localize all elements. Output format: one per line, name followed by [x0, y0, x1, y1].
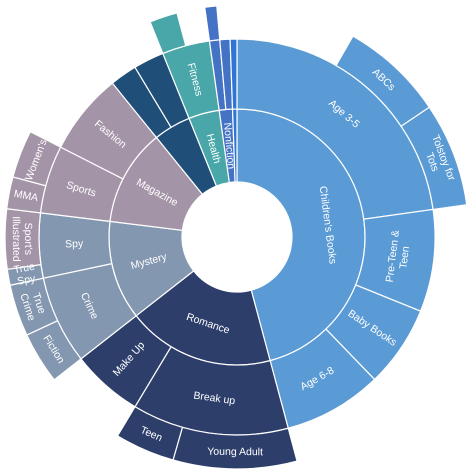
- segment-tolstoy-for-tots: [400, 106, 468, 211]
- label-young-adult: Young Adult: [207, 446, 263, 458]
- label-spy: Spy: [65, 237, 84, 250]
- label-true-spy: TrueSpy: [13, 260, 38, 287]
- segment-ring2-11: [204, 5, 221, 42]
- segment-ring1-15: [229, 38, 238, 110]
- label-nonfiction: Nonfiction: [221, 122, 237, 170]
- segment-teen: [116, 405, 184, 461]
- segment-ring2-10: [149, 12, 187, 55]
- label-break-up: Break up: [193, 389, 236, 407]
- label-sport-s-illustrated: Sport'sIllustrated: [10, 216, 34, 262]
- segment-women-s: [12, 130, 62, 187]
- label-mma: MMA: [13, 188, 39, 204]
